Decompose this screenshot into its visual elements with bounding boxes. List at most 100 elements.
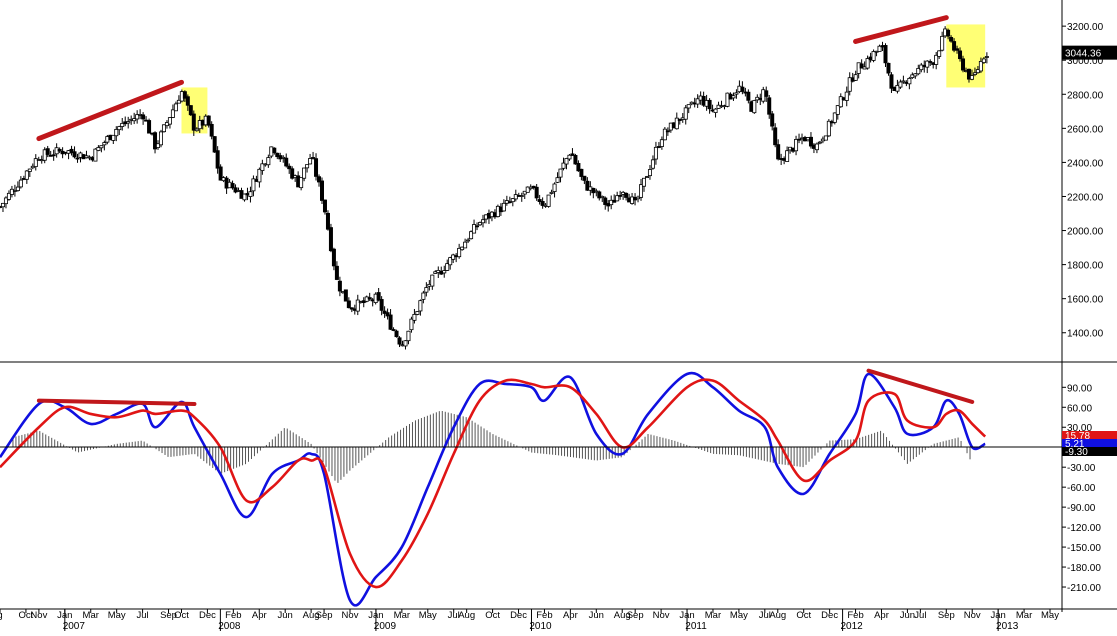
candle-body bbox=[308, 158, 313, 165]
candle-body bbox=[823, 135, 828, 141]
candle bbox=[24, 170, 29, 184]
candle-body bbox=[695, 98, 700, 105]
candle-body bbox=[260, 163, 265, 171]
x-month-label: g bbox=[0, 610, 3, 621]
candle-body bbox=[475, 225, 480, 228]
price-y-tick-label: 2000.00 bbox=[1067, 227, 1104, 238]
candle bbox=[886, 62, 891, 76]
candle bbox=[334, 261, 339, 281]
candle bbox=[424, 282, 429, 297]
candle-body bbox=[412, 314, 417, 321]
candle-body bbox=[659, 139, 664, 147]
candle bbox=[457, 243, 462, 259]
candle-body bbox=[835, 105, 840, 115]
candle bbox=[111, 134, 116, 145]
candle bbox=[346, 297, 351, 309]
candle bbox=[561, 157, 566, 171]
candle-body bbox=[317, 176, 322, 183]
candle-body bbox=[740, 86, 745, 92]
candle bbox=[797, 133, 802, 144]
x-year-label: 2012 bbox=[840, 621, 863, 631]
candle bbox=[99, 145, 104, 153]
candle-body bbox=[9, 188, 14, 195]
candle bbox=[242, 193, 247, 202]
candle-body bbox=[767, 97, 772, 115]
x-month-label: Oct bbox=[174, 610, 189, 621]
candle bbox=[379, 296, 384, 316]
oscillator-y-tick-label: -150.00 bbox=[1067, 543, 1101, 554]
candle-body bbox=[418, 300, 423, 312]
candle bbox=[388, 309, 393, 331]
candle-body bbox=[808, 136, 813, 147]
candle bbox=[343, 289, 348, 302]
candle bbox=[6, 190, 11, 201]
candle-body bbox=[582, 175, 587, 181]
candle-body bbox=[961, 58, 966, 71]
candle-body bbox=[773, 127, 778, 146]
oscillator-value-badge bbox=[1062, 447, 1117, 456]
candle-body bbox=[507, 201, 512, 204]
candle bbox=[445, 259, 450, 272]
x-year-label: 2011 bbox=[685, 621, 707, 631]
candle-body bbox=[946, 29, 951, 37]
candle-body bbox=[334, 265, 339, 280]
candle bbox=[695, 94, 700, 108]
candle-body bbox=[132, 118, 137, 122]
candle-body bbox=[209, 123, 214, 137]
candle bbox=[981, 56, 986, 64]
candle-body bbox=[218, 166, 223, 181]
oscillator-trendlines bbox=[36, 368, 975, 406]
candle bbox=[478, 221, 483, 226]
highlight-box-2 bbox=[946, 24, 986, 88]
candle bbox=[158, 129, 163, 148]
candle-body bbox=[415, 311, 420, 315]
candle-body bbox=[96, 147, 101, 151]
x-month-label: May bbox=[108, 610, 126, 621]
candle bbox=[406, 330, 411, 345]
candle bbox=[650, 155, 655, 170]
candle bbox=[469, 230, 474, 240]
candle bbox=[463, 238, 468, 249]
candle-body bbox=[33, 158, 38, 168]
candle bbox=[290, 166, 295, 180]
candle bbox=[919, 62, 924, 73]
candle bbox=[161, 124, 166, 133]
candle-body bbox=[230, 183, 235, 189]
candle bbox=[642, 177, 647, 192]
candle bbox=[612, 194, 617, 203]
candle-body bbox=[972, 72, 977, 75]
candle-body bbox=[257, 168, 262, 183]
candle-body bbox=[117, 126, 122, 131]
candle bbox=[385, 308, 390, 320]
candle-body bbox=[734, 92, 739, 95]
candle bbox=[206, 115, 211, 128]
candle bbox=[394, 329, 399, 338]
candle-body bbox=[57, 148, 62, 152]
candle bbox=[9, 185, 14, 198]
candle bbox=[418, 299, 423, 316]
candle-body bbox=[51, 154, 56, 157]
candle-body bbox=[93, 148, 98, 162]
last-price-label: 3044.36 bbox=[1065, 49, 1102, 60]
oscillator-y-tick-label: -90.00 bbox=[1067, 503, 1096, 514]
candle-body bbox=[913, 73, 918, 77]
candle bbox=[27, 168, 32, 177]
candle bbox=[898, 79, 903, 89]
candle bbox=[877, 44, 882, 52]
candle bbox=[430, 274, 435, 290]
candle bbox=[776, 139, 781, 161]
candle bbox=[913, 73, 918, 79]
candle-body bbox=[636, 196, 641, 200]
x-year-label: 2013 bbox=[996, 621, 1019, 631]
price-y-tick-label: 2600.00 bbox=[1067, 124, 1104, 135]
candle-body bbox=[343, 289, 348, 302]
candle-body bbox=[472, 224, 477, 234]
candle bbox=[794, 135, 799, 156]
candle-body bbox=[167, 117, 172, 125]
x-year-label: 2007 bbox=[63, 621, 86, 631]
x-month-label: Mar bbox=[1016, 610, 1032, 621]
candle bbox=[525, 186, 530, 193]
candle-body bbox=[573, 154, 578, 165]
